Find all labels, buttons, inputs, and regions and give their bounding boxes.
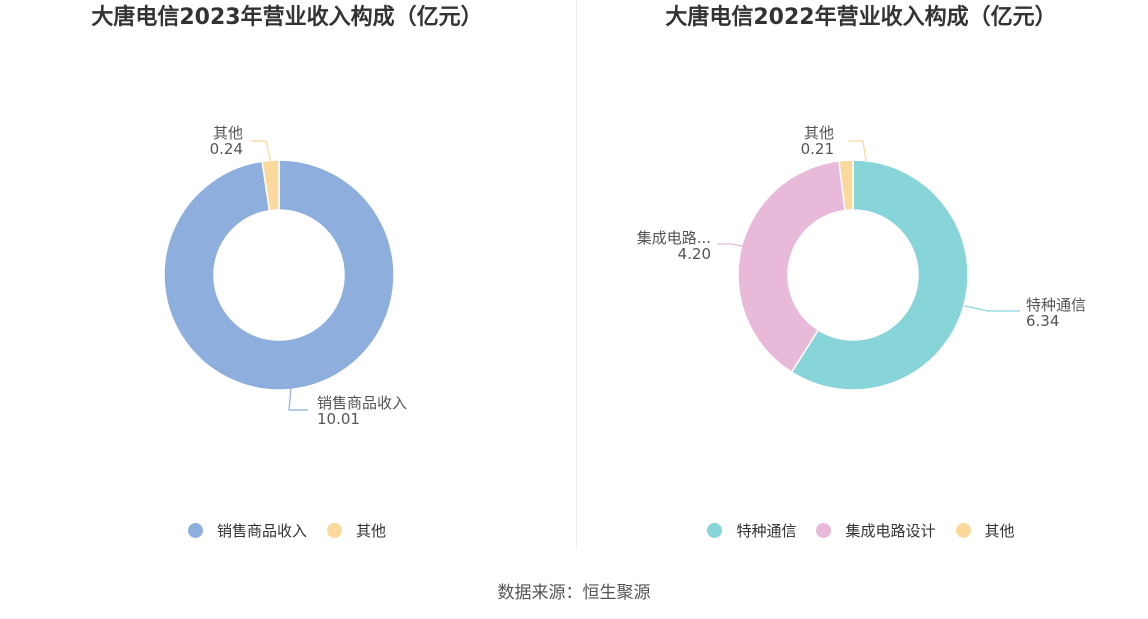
slice-label-0-0: 销售商品收入 bbox=[317, 394, 407, 412]
legend-swatch-1-0 bbox=[707, 523, 723, 538]
slice-value-0-0: 10.01 bbox=[317, 410, 360, 428]
legend-item-0-0[interactable]: 销售商品收入 bbox=[187, 520, 307, 541]
chart-title-2022: 大唐电信2022年营业收入构成（亿元） bbox=[665, 5, 1057, 30]
panel-divider bbox=[576, 0, 577, 550]
slice-value-1-2: 0.21 bbox=[801, 140, 834, 158]
donut-slice-1-2[interactable] bbox=[838, 159, 854, 212]
leader-line-0-1 bbox=[251, 140, 272, 163]
legend-swatch-0-1 bbox=[327, 523, 342, 538]
legend-swatch-1-1 bbox=[816, 523, 832, 538]
chart-panel-2022: 大唐电信2022年营业收入构成（亿元） 特种通信 6.34 集成电路... 4.20 其… bbox=[574, 0, 1148, 555]
legend-label-0-1: 其他 bbox=[356, 522, 387, 540]
legend-label-1-1: 集成电路设计 bbox=[845, 522, 936, 540]
legend-2022: 特种通信 集成电路设计 其他 bbox=[574, 520, 1148, 541]
legend-item-1-2[interactable]: 其他 bbox=[955, 520, 1015, 541]
slice-value-0-1: 0.24 bbox=[210, 140, 243, 158]
donut-slice-1-1[interactable] bbox=[737, 160, 846, 374]
slice-value-1-1: 4.20 bbox=[678, 245, 711, 263]
slice-label-0-1: 其他 bbox=[213, 124, 243, 142]
legend-swatch-0-0 bbox=[187, 523, 203, 538]
leader-line-0-0 bbox=[288, 387, 308, 411]
leader-line-1-1 bbox=[717, 243, 755, 249]
donut-slice-0-1[interactable] bbox=[261, 159, 280, 212]
slice-label-1-1: 集成电路... bbox=[637, 229, 711, 247]
chart-title-2023: 大唐电信2023年营业收入构成（亿元） bbox=[91, 5, 483, 30]
legend-2023: 销售商品收入 其他 bbox=[0, 520, 574, 541]
slice-value-1-0: 6.34 bbox=[1026, 312, 1059, 330]
data-source-note: 数据来源：恒生聚源 bbox=[497, 583, 651, 603]
legend-item-0-1[interactable]: 其他 bbox=[327, 520, 386, 541]
donut-slice-0-0[interactable] bbox=[163, 159, 395, 391]
legend-label-0-0: 销售商品收入 bbox=[216, 522, 307, 540]
leader-line-1-0 bbox=[964, 305, 1020, 312]
legend-item-1-0[interactable]: 特种通信 bbox=[707, 520, 796, 541]
legend-label-1-0: 特种通信 bbox=[736, 522, 797, 540]
legend-swatch-1-2 bbox=[955, 523, 971, 538]
leader-line-1-2 bbox=[849, 140, 867, 162]
donut-slice-1-0[interactable] bbox=[790, 159, 969, 391]
legend-label-1-2: 其他 bbox=[984, 522, 1015, 540]
slice-label-1-0: 特种通信 bbox=[1026, 296, 1086, 314]
chart-panel-2023: 大唐电信2023年营业收入构成（亿元） 销售商品收入 10.01 其他 0.24 销售… bbox=[0, 0, 574, 555]
legend-item-1-1[interactable]: 集成电路设计 bbox=[816, 520, 936, 541]
slice-label-1-2: 其他 bbox=[804, 124, 834, 142]
